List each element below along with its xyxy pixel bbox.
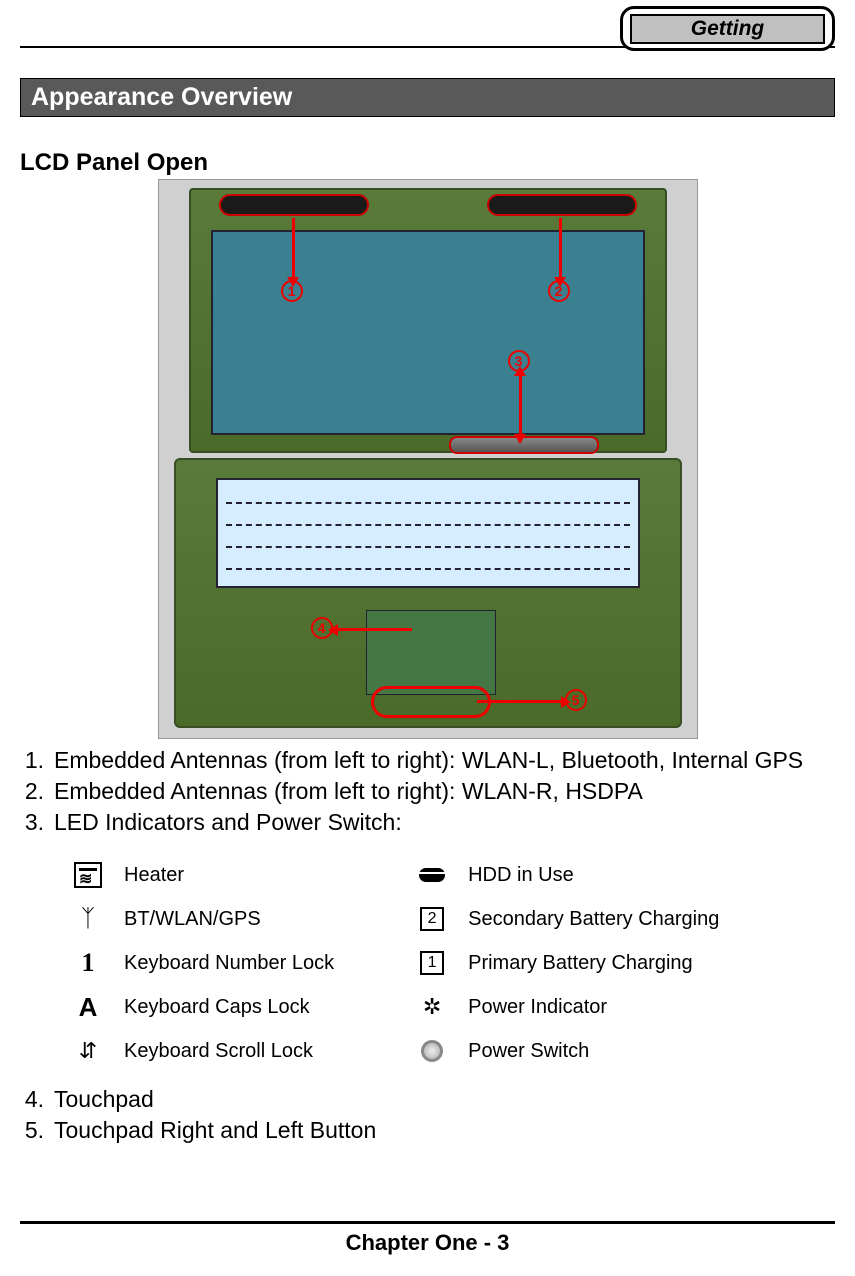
laptop-diagram: 1 2 3 4 5 [158,179,698,739]
arrow-3 [519,375,522,435]
keyboard [216,478,640,588]
power-switch-icon [414,1035,450,1067]
item-text: Embedded Antennas (from left to right): … [54,745,835,776]
callout-4: 4 [311,617,333,639]
chapter-badge: Getting [620,6,835,51]
laptop-base [174,458,682,728]
laptop-screen [211,230,645,435]
list-item: 5.Touchpad Right and Left Button [20,1115,835,1146]
indicator-label: Keyboard Scroll Lock [116,1030,342,1072]
callout-5: 5 [565,689,587,711]
numbered-list-cont: 4.Touchpad 5.Touchpad Right and Left But… [20,1084,835,1146]
indicator-label: Power Switch [460,1030,727,1072]
table-row: A Keyboard Caps Lock ✲ Power Indicator [62,986,727,1028]
chapter-badge-label: Getting [630,14,825,44]
indicator-label: Keyboard Caps Lock [116,986,342,1028]
numbered-list: 1.Embedded Antennas (from left to right)… [20,745,835,838]
indicator-label: Keyboard Number Lock [116,942,342,984]
indicator-label: Secondary Battery Charging [460,898,727,940]
callout-3: 3 [508,350,530,372]
arrow-4 [337,628,412,631]
scrolllock-icon: ⇵ [70,1035,106,1067]
subheading: LCD Panel Open [20,149,835,177]
arrow-5 [477,700,562,703]
table-row: ᛉ BT/WLAN/GPS 2 Secondary Battery Chargi… [62,898,727,940]
table-row: ⇵ Keyboard Scroll Lock Power Switch [62,1030,727,1072]
table-row: Heater HDD in Use [62,854,727,896]
kbd-row [226,546,630,548]
battery1-icon: 1 [414,947,450,979]
callout-1: 1 [281,280,303,302]
item-text: Embedded Antennas (from left to right): … [54,776,835,807]
arrow-1 [292,218,295,278]
power-indicator-icon: ✲ [414,991,450,1023]
indicator-label: Power Indicator [460,986,727,1028]
antenna-icon: ᛉ [70,903,106,935]
kbd-row [226,568,630,570]
table-row: 1 Keyboard Number Lock 1 Primary Battery… [62,942,727,984]
footer-page-label: Chapter One - 3 [0,1230,855,1256]
list-item: 2.Embedded Antennas (from left to right)… [20,776,835,807]
list-item: 4.Touchpad [20,1084,835,1115]
capslock-icon: A [70,991,106,1023]
indicator-label: Heater [116,854,342,896]
laptop-lid [189,188,667,453]
antenna-right-highlight [487,194,637,216]
item-text: LED Indicators and Power Switch: [54,807,835,838]
item-text: Touchpad [54,1084,835,1115]
hdd-icon [414,859,450,891]
indicator-label: BT/WLAN/GPS [116,898,342,940]
antenna-left-highlight [219,194,369,216]
callout-2: 2 [548,280,570,302]
item-text: Touchpad Right and Left Button [54,1115,835,1146]
list-item: 3.LED Indicators and Power Switch: [20,807,835,838]
numlock-icon: 1 [70,947,106,979]
section-title-bar: Appearance Overview [20,78,835,117]
indicator-label: Primary Battery Charging [460,942,727,984]
footer-rule [20,1221,835,1224]
touchpad-buttons-highlight [371,686,491,718]
touchpad [366,610,496,695]
indicator-table: Heater HDD in Use ᛉ BT/WLAN/GPS 2 Second… [60,852,729,1074]
list-item: 1.Embedded Antennas (from left to right)… [20,745,835,776]
battery2-icon: 2 [414,903,450,935]
heater-icon [70,859,106,891]
indicator-label: HDD in Use [460,854,727,896]
arrow-2 [559,218,562,278]
